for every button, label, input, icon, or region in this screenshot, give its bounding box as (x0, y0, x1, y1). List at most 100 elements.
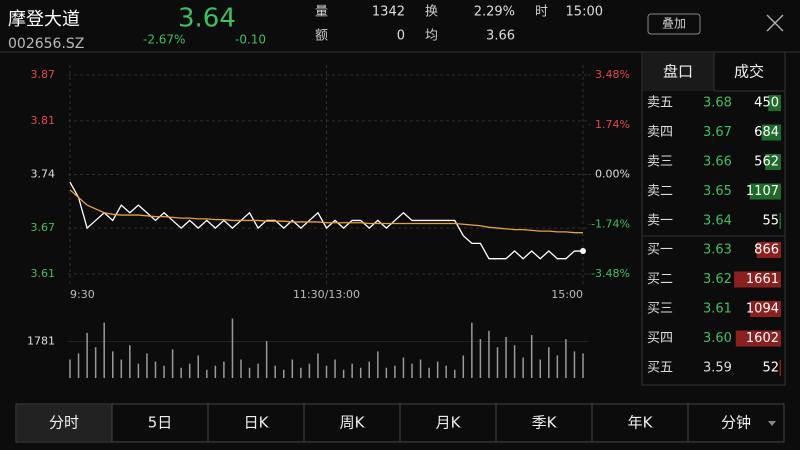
volume-bar (385, 367, 388, 378)
stat-value: 15:00 (566, 5, 603, 20)
overlay-button-label[interactable]: 叠加 (662, 17, 686, 31)
change-pct: -2.67% (143, 33, 185, 47)
book-qty: 1661 (746, 272, 779, 287)
y2-tick-label: 3.48% (595, 68, 630, 81)
book-price: 3.65 (703, 184, 732, 199)
volume-bar (257, 363, 259, 378)
dropdown-arrow (768, 421, 776, 426)
volume-bar (445, 365, 447, 378)
book-price: 3.63 (703, 243, 732, 258)
volume-bar (300, 367, 302, 378)
stat-label: 均 (425, 29, 438, 44)
close-icon[interactable] (766, 14, 784, 32)
volume-bar (265, 341, 268, 378)
volume-bar (565, 339, 567, 378)
volume-bar (496, 347, 499, 378)
bottom-tab-active[interactable] (17, 405, 112, 441)
line-price (69, 181, 583, 260)
volume-bar (505, 337, 507, 378)
volume-bar (479, 339, 482, 378)
order-tab[interactable]: 盘口 (663, 63, 693, 81)
volume-bar (394, 365, 396, 378)
volume-bar (368, 361, 370, 378)
volume-bar (419, 359, 422, 378)
bottom-tab[interactable]: 分时 (49, 414, 79, 432)
bottom-tab[interactable]: 年K (628, 414, 654, 432)
stat-label: 额 (315, 29, 328, 44)
volume-bar (436, 361, 439, 378)
volume-bar (137, 363, 140, 378)
volume-bar (573, 351, 576, 378)
book-label: 卖二 (647, 184, 673, 199)
stat-value: 0 (397, 29, 405, 44)
volume-bar (283, 369, 285, 378)
volume-bar (428, 367, 430, 378)
volume-bar (334, 359, 336, 378)
y2-tick-label: -1.74% (591, 217, 630, 230)
volume-bar (274, 365, 276, 378)
volume-bar (411, 363, 413, 378)
volume-bar (377, 351, 379, 378)
overlay-button[interactable] (647, 13, 701, 35)
bottom-tab[interactable]: 周K (340, 414, 366, 432)
volume-bar (69, 359, 71, 378)
volume-bar (86, 332, 88, 378)
bottom-tab[interactable]: 日K (244, 414, 270, 432)
y2-tick-label: 1.74% (595, 118, 630, 131)
y-tick-label: 3.61 (31, 267, 56, 280)
volume-bar (359, 367, 362, 378)
stat-label: 时 (535, 5, 548, 20)
order-book-panel (641, 51, 786, 386)
book-label: 买五 (647, 361, 673, 376)
volume-bar (513, 345, 516, 378)
book-label: 买一 (647, 243, 673, 258)
x-tick-label: 9:30 (70, 288, 95, 301)
stat-label: 量 (315, 5, 328, 20)
change: -0.10 (235, 33, 266, 47)
volume-bar (308, 363, 311, 378)
volume-bar (530, 334, 533, 378)
book-price: 3.68 (703, 96, 732, 111)
volume-bar (488, 330, 490, 378)
volume-bar (522, 357, 524, 378)
book-qty: 1602 (746, 331, 779, 346)
stock-name: 摩登大道 (8, 9, 80, 30)
bottom-tab[interactable]: 分钟 (721, 414, 751, 432)
volume-bar (539, 359, 541, 378)
book-qty: 52 (762, 361, 779, 376)
volume-bar (171, 349, 174, 378)
qty-bar (779, 213, 781, 229)
stat-value: 2.29% (474, 5, 515, 20)
stat-value: 1342 (372, 5, 405, 20)
volume-bar (146, 353, 148, 378)
x-tick-label: 11:30/13:00 (293, 288, 360, 301)
volume-bar (248, 367, 251, 378)
qty-bar (768, 95, 781, 111)
y-tick-label: 3.87 (31, 68, 56, 81)
price: 3.64 (178, 4, 236, 34)
book-price: 3.64 (703, 214, 732, 229)
book-price: 3.62 (703, 272, 732, 287)
bottom-tab[interactable]: 月K (436, 414, 462, 432)
stat-label: 换 (425, 5, 438, 20)
volume-bar (112, 351, 114, 378)
volume-bar (154, 361, 157, 378)
qty-bar (735, 330, 781, 347)
book-qty: 866 (754, 243, 779, 258)
volume-bar (206, 369, 208, 378)
y-tick-label: 3.81 (31, 114, 56, 127)
qty-bar (761, 124, 781, 141)
volume-bar (291, 359, 294, 378)
qty-bar (734, 271, 781, 288)
volume-bar (325, 365, 328, 378)
tab-active[interactable] (643, 53, 714, 91)
volume-bar (317, 353, 319, 378)
bottom-tab[interactable]: 5日 (148, 414, 173, 432)
book-label: 卖五 (647, 96, 673, 111)
book-price: 3.67 (703, 125, 732, 140)
volume-bar (103, 322, 105, 378)
volume-bar (462, 355, 465, 378)
order-tab[interactable]: 成交 (734, 63, 764, 81)
bottom-tab[interactable]: 季K (532, 414, 558, 432)
volume-bar (163, 365, 165, 378)
